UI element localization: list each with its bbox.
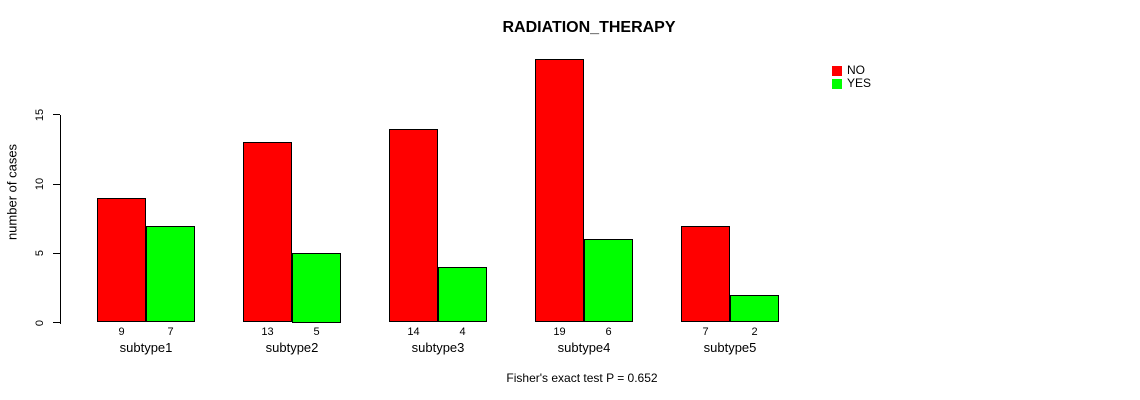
value-label-yes-subtype4: 6: [605, 326, 612, 338]
y-tick: [52, 114, 60, 116]
bar-no-subtype1: [97, 197, 146, 323]
value-label-no-subtype2: 13: [261, 326, 274, 338]
category-label-subtype4: subtype4: [557, 340, 611, 355]
bar-no-subtype2: [243, 142, 292, 323]
bar-yes-subtype3: [438, 267, 487, 323]
legend-label-yes: YES: [847, 76, 872, 90]
bar-yes-subtype1: [146, 225, 195, 323]
y-tick-label: 0: [34, 319, 46, 326]
value-label-yes-subtype1: 7: [167, 326, 174, 338]
y-axis-label: number of cases: [4, 143, 20, 241]
value-label-yes-subtype5: 2: [751, 326, 758, 338]
y-tick: [52, 252, 60, 254]
category-label-subtype5: subtype5: [703, 340, 757, 355]
legend-entry-no: NO: [832, 64, 871, 77]
legend-entry-yes: YES: [832, 77, 871, 90]
legend-swatch-no: [832, 65, 842, 76]
y-tick-label: 10: [34, 177, 46, 191]
bar-yes-subtype2: [292, 253, 341, 323]
legend-swatch-yes: [832, 78, 842, 89]
bar-yes-subtype4: [584, 239, 633, 323]
category-label-subtype1: subtype1: [119, 340, 173, 355]
bar-yes-subtype5: [730, 294, 779, 323]
chart-title: RADIATION_THERAPY: [502, 19, 676, 36]
value-label-no-subtype3: 14: [407, 326, 420, 338]
y-tick-label: 5: [34, 250, 46, 257]
y-axis-line: [59, 114, 61, 324]
y-tick-label: 15: [34, 108, 46, 121]
value-label-no-subtype5: 7: [702, 326, 709, 338]
value-label-no-subtype4: 19: [553, 326, 566, 338]
y-tick: [52, 183, 60, 185]
bar-no-subtype5: [681, 225, 730, 323]
category-label-subtype3: subtype3: [411, 340, 465, 355]
value-label-no-subtype1: 9: [118, 326, 125, 338]
legend-label-no: NO: [847, 63, 865, 77]
bar-no-subtype3: [389, 128, 438, 323]
value-label-yes-subtype3: 4: [459, 326, 466, 338]
legend: NO YES: [832, 64, 871, 90]
footer-note: Fisher's exact test P = 0.652: [506, 371, 658, 385]
y-tick: [52, 322, 60, 323]
value-label-yes-subtype2: 5: [313, 326, 320, 338]
bar-no-subtype4: [535, 59, 584, 323]
category-label-subtype2: subtype2: [265, 340, 319, 355]
